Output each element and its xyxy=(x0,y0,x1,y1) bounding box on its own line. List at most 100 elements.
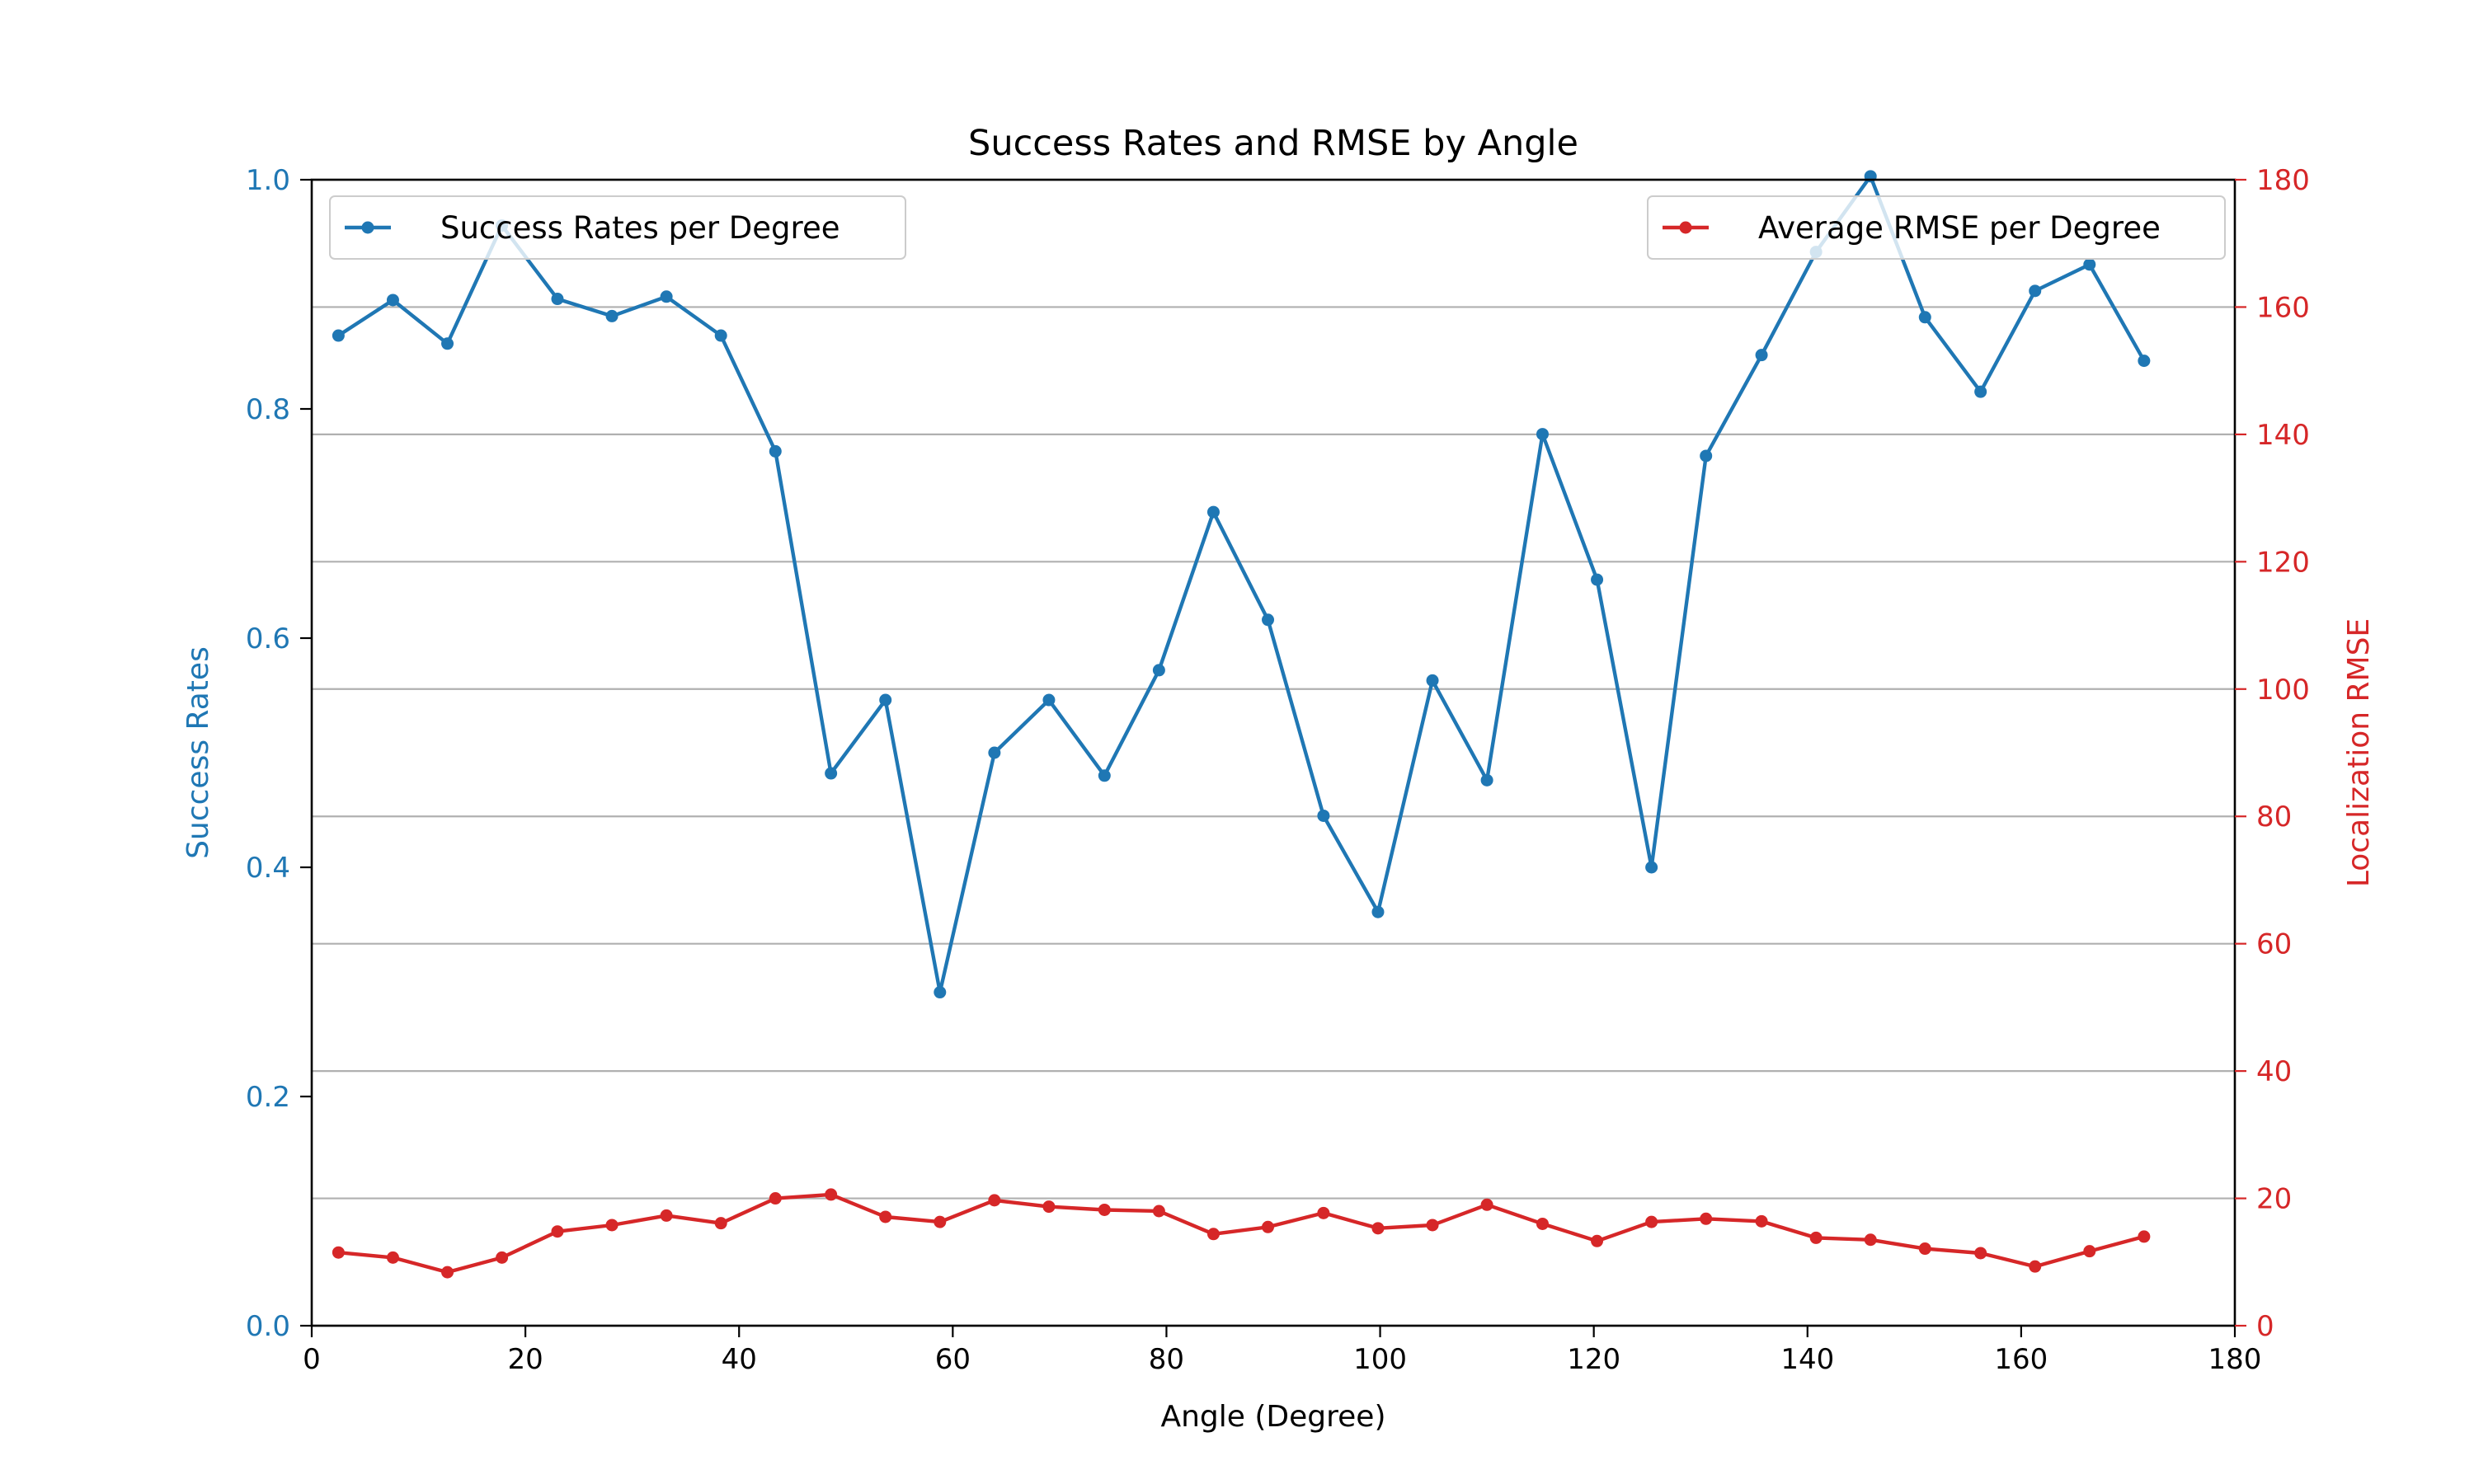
data-point-success-rate xyxy=(1755,349,1768,362)
data-point-rmse xyxy=(2138,1230,2151,1243)
chart-title: Success Rates and RMSE by Angle xyxy=(968,123,1578,164)
data-point-success-rate xyxy=(1042,693,1056,707)
y-right-tick-label: 120 xyxy=(2256,546,2310,579)
data-point-success-rate xyxy=(605,309,618,322)
data-point-rmse xyxy=(934,1215,947,1228)
data-point-success-rate xyxy=(714,329,727,342)
x-tick-label: 100 xyxy=(1353,1343,1407,1376)
data-point-rmse xyxy=(1918,1242,1931,1256)
data-point-success-rate xyxy=(660,290,673,303)
y-right-tick-label: 60 xyxy=(2256,928,2292,961)
data-point-rmse xyxy=(551,1225,564,1238)
legend-box-success-rate xyxy=(329,195,906,260)
data-point-rmse xyxy=(1317,1206,1330,1219)
data-point-rmse xyxy=(496,1251,509,1264)
data-point-rmse xyxy=(1098,1203,1111,1216)
legend-label-success-rate: Success Rates per Degree xyxy=(440,210,840,246)
y-right-tick-label: 40 xyxy=(2256,1055,2292,1088)
grid-lines xyxy=(312,178,2235,1327)
data-point-rmse xyxy=(1371,1222,1385,1235)
data-point-success-rate xyxy=(2029,284,2042,298)
data-point-rmse xyxy=(879,1210,892,1223)
data-point-rmse xyxy=(332,1246,345,1259)
x-tick-label: 60 xyxy=(935,1343,971,1376)
legend-label-rmse: Average RMSE per Degree xyxy=(1758,210,2161,246)
data-point-rmse xyxy=(2029,1260,2042,1273)
y-left-tick-label: 0.0 xyxy=(246,1310,290,1343)
data-point-rmse xyxy=(2083,1245,2096,1258)
x-tick-label: 120 xyxy=(1567,1343,1620,1376)
y-right-tick-label: 160 xyxy=(2256,291,2310,324)
data-point-success-rate xyxy=(1426,674,1439,687)
legend-box-rmse xyxy=(1647,195,2226,260)
y-left-tick-label: 0.6 xyxy=(246,622,290,655)
y-axis-right-label: Localization RMSE xyxy=(2342,618,2376,887)
data-point-success-rate xyxy=(1700,449,1713,463)
legends: Success Rates per Degree Average RMSE per… xyxy=(329,195,2226,260)
x-tick-label: 180 xyxy=(2208,1343,2262,1376)
data-point-rmse xyxy=(1700,1212,1713,1225)
series-line-success-rate xyxy=(337,174,2146,994)
x-tick-label: 40 xyxy=(722,1343,757,1376)
x-tick-label: 80 xyxy=(1149,1343,1184,1376)
data-point-success-rate xyxy=(1262,613,1275,627)
data-point-success-rate xyxy=(1317,809,1330,822)
data-point-success-rate xyxy=(988,746,1001,759)
data-point-success-rate xyxy=(1206,505,1220,519)
y-left-tick-label: 0.8 xyxy=(246,393,290,426)
y-right-tick-label: 140 xyxy=(2256,419,2310,452)
legend-marker-rmse xyxy=(1679,221,1692,234)
data-point-success-rate xyxy=(551,293,564,306)
series-layer xyxy=(332,170,2151,1279)
data-point-success-rate xyxy=(2083,258,2096,271)
data-point-rmse xyxy=(1864,1233,1877,1247)
data-point-rmse xyxy=(1480,1198,1493,1211)
data-point-success-rate xyxy=(1371,905,1385,918)
data-point-rmse xyxy=(660,1209,673,1222)
x-tick-label: 160 xyxy=(1994,1343,2048,1376)
data-point-rmse xyxy=(386,1251,399,1264)
data-point-success-rate xyxy=(825,767,838,780)
y-axis-left-label: Success Rates xyxy=(181,646,215,859)
y-right-tick-label: 20 xyxy=(2256,1183,2292,1216)
x-tick-label: 140 xyxy=(1780,1343,1834,1376)
data-point-success-rate xyxy=(1918,311,1931,324)
data-point-rmse xyxy=(1426,1219,1439,1232)
data-point-rmse xyxy=(1974,1247,1987,1260)
data-point-rmse xyxy=(1809,1231,1823,1244)
data-point-rmse xyxy=(769,1192,782,1205)
y-right-tick-label: 0 xyxy=(2256,1310,2274,1343)
data-point-success-rate xyxy=(934,986,947,999)
data-point-rmse xyxy=(1152,1205,1165,1218)
data-point-rmse xyxy=(714,1217,727,1230)
legend-marker-success-rate xyxy=(361,221,374,234)
data-point-rmse xyxy=(1536,1217,1549,1230)
y-right-tick-label: 80 xyxy=(2256,801,2292,834)
x-tick-label: 0 xyxy=(303,1343,321,1376)
y-right-tick-label: 180 xyxy=(2256,164,2310,197)
data-point-success-rate xyxy=(2138,355,2151,368)
data-point-success-rate xyxy=(769,444,782,458)
data-point-success-rate xyxy=(1480,773,1493,787)
data-point-rmse xyxy=(1042,1200,1056,1214)
data-point-rmse xyxy=(1645,1215,1658,1228)
y-right-tick-label: 100 xyxy=(2256,674,2310,707)
data-point-rmse xyxy=(825,1188,838,1201)
data-point-success-rate xyxy=(1591,573,1604,586)
axes-layer: 0 20 40 60 80 100 120 140 160 180 0.0 0.2 0.4 0.6 0.8 1… xyxy=(246,164,2310,1376)
y-left-tick-label: 0.4 xyxy=(246,852,290,885)
data-point-success-rate xyxy=(1152,664,1165,677)
data-point-rmse xyxy=(988,1194,1001,1207)
x-axis-label: Angle (Degree) xyxy=(1160,1400,1385,1434)
data-point-success-rate xyxy=(386,294,399,307)
y-left-tick-label: 1.0 xyxy=(246,164,290,197)
data-point-rmse xyxy=(1262,1220,1275,1233)
x-tick-label: 20 xyxy=(507,1343,543,1376)
y-left-tick-label: 0.2 xyxy=(246,1081,290,1114)
data-point-success-rate xyxy=(879,693,892,707)
data-point-success-rate xyxy=(1974,385,1987,398)
data-point-rmse xyxy=(605,1219,618,1232)
data-point-rmse xyxy=(1206,1228,1220,1241)
